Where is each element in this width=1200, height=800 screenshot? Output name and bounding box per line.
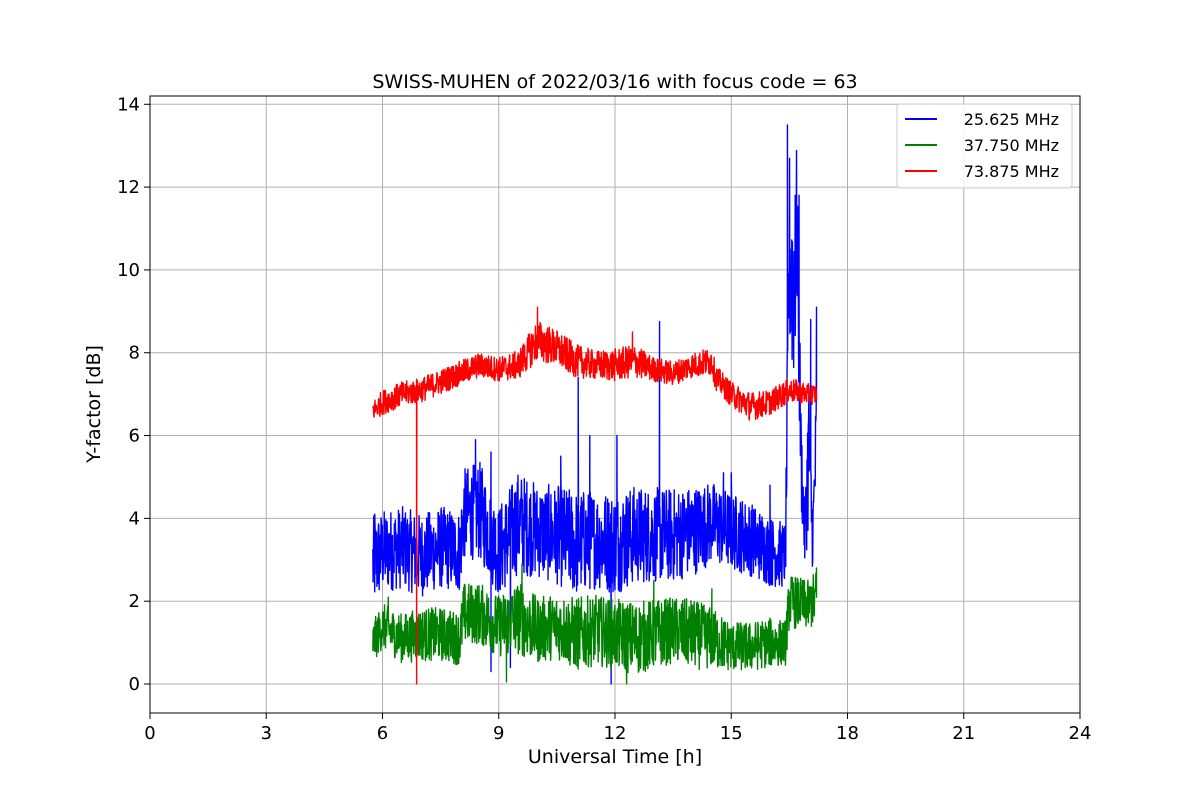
- x-axis-label: Universal Time [h]: [528, 746, 702, 768]
- y-tick-label: 10: [117, 260, 140, 281]
- y-tick-label: 12: [117, 177, 140, 198]
- x-tick-label: 3: [261, 723, 272, 744]
- y-tick-label: 8: [129, 343, 140, 364]
- y-tick-label: 14: [117, 94, 140, 115]
- x-tick-label: 18: [836, 723, 859, 744]
- y-tick-label: 6: [129, 426, 140, 447]
- y-axis-label: Y-factor [dB]: [83, 345, 105, 464]
- x-tick-label: 12: [604, 723, 627, 744]
- x-tick-label: 9: [493, 723, 504, 744]
- legend-entry-label: 37.750 MHz: [964, 136, 1059, 155]
- x-tick-label: 15: [720, 723, 743, 744]
- plot-area: [372, 124, 818, 685]
- x-tick-label: 21: [952, 723, 975, 744]
- legend-entry-label: 73.875 MHz: [964, 162, 1059, 181]
- series-line-3: [372, 306, 818, 685]
- x-tick-label: 0: [144, 723, 155, 744]
- chart-title: SWISS-MUHEN of 2022/03/16 with focus cod…: [372, 71, 857, 93]
- legend: 25.625 MHz 37.750 MHz 73.875 MHz: [896, 103, 1073, 189]
- series-line-1: [372, 124, 818, 685]
- x-axis: 0 3 6 9 12 15 18 21 24: [144, 713, 1091, 744]
- x-tick-label: 24: [1069, 723, 1092, 744]
- y-tick-label: 4: [129, 508, 140, 529]
- x-tick-label: 6: [377, 723, 388, 744]
- legend-entry-label: 25.625 MHz: [964, 110, 1059, 129]
- series-line-2: [372, 563, 818, 685]
- y-tick-label: 0: [129, 674, 140, 695]
- y-axis: 0 2 4 6 8 10 12 14: [117, 94, 150, 695]
- legend-box: [896, 103, 1073, 189]
- y-tick-label: 2: [129, 591, 140, 612]
